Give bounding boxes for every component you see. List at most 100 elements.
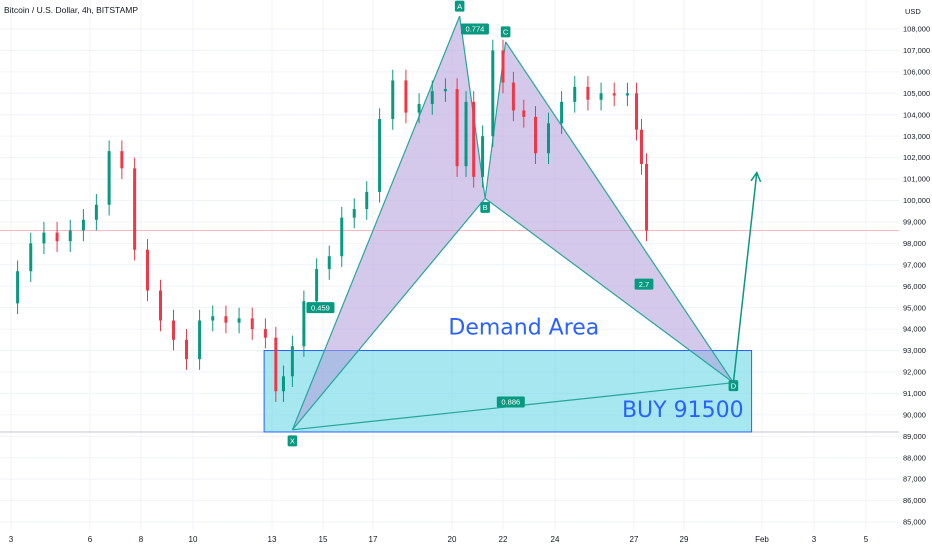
candle-body	[133, 168, 137, 250]
candle-body	[625, 93, 629, 96]
candle-body	[315, 269, 319, 302]
candle-body	[464, 101, 468, 167]
candle-body	[417, 104, 421, 113]
y-tick-label: 107,000	[903, 46, 930, 55]
ratio-label-bg	[460, 23, 489, 35]
candle-body	[599, 93, 603, 100]
candle-body	[327, 256, 331, 270]
candle-body	[16, 271, 20, 304]
candle-body	[501, 50, 505, 83]
x-tick-label: 29	[680, 535, 689, 544]
candle-body	[391, 80, 395, 120]
candle-body	[302, 301, 306, 347]
x-tick-label: 8	[139, 535, 144, 544]
x-tick-label: 6	[88, 535, 93, 544]
y-tick-label: 96,000	[903, 282, 926, 291]
candle-body	[404, 80, 408, 113]
candle-body	[547, 123, 550, 154]
candle-body	[481, 136, 485, 177]
x-tick-label: 3	[812, 535, 817, 544]
y-tick-label: 93,000	[903, 346, 926, 355]
candle-body	[455, 89, 459, 167]
ratio-label-bg	[634, 278, 654, 290]
candle-body	[263, 329, 267, 338]
point-label-b-bg	[480, 201, 490, 213]
x-tick-label: 10	[189, 535, 198, 544]
y-tick-label: 90,000	[903, 410, 926, 419]
x-tick-label: 3	[9, 535, 14, 544]
pattern-labels: X A B C D 0.459 0.774 2.7 0.886	[287, 0, 739, 447]
demand-area-label: Demand Area	[448, 316, 599, 341]
candle-body	[645, 164, 648, 231]
point-label-a: A	[457, 2, 462, 11]
candle-body	[211, 316, 215, 321]
projection-arrow-head	[750, 171, 762, 183]
point-label-d: D	[731, 381, 737, 390]
point-label-x: X	[290, 437, 295, 446]
candle-body	[340, 217, 344, 257]
buy-label: BUY 91500	[622, 398, 744, 423]
chart-title: Bitcoin / U.S. Dollar, 4h, BITSTAMP	[4, 5, 138, 15]
y-tick-label: 108,000	[903, 25, 930, 34]
candle-body	[274, 337, 278, 392]
x-tick-label: 27	[630, 535, 639, 544]
y-tick-label: 103,000	[903, 132, 930, 141]
candle-body	[146, 249, 149, 291]
candle-body	[198, 320, 202, 360]
y-tick-label: 100,000	[903, 196, 930, 205]
pattern-leg-bd	[484, 197, 734, 384]
point-label-c-bg	[500, 26, 511, 38]
pattern-leg-cd	[505, 41, 734, 384]
y-tick-label: 86,000	[903, 496, 926, 505]
y-axis-unit: USD	[905, 7, 921, 16]
candle-body	[107, 151, 111, 205]
y-axis: USD 108,000 107,000 106,000 105,000 104,000 10…	[903, 7, 930, 527]
candle-body	[290, 346, 294, 377]
candle-body	[250, 318, 254, 330]
candle-body	[491, 50, 495, 137]
point-label-c: C	[503, 28, 509, 37]
y-tick-label: 101,000	[903, 175, 930, 184]
candle-body	[586, 86, 590, 100]
ratio-label-bg	[306, 302, 335, 314]
candle-body	[237, 318, 241, 323]
candle-body	[511, 82, 515, 111]
candle-body	[640, 129, 643, 165]
candle-body	[443, 89, 447, 92]
x-axis: 3 6 8 10 13 15 17 20 22 24 27 29 Feb 3 5	[9, 535, 869, 544]
pattern-triangle-xab	[292, 16, 486, 430]
candle-body	[534, 116, 537, 154]
y-tick-label: 105,000	[903, 89, 930, 98]
candle-body	[94, 204, 98, 220]
candle-body	[185, 339, 188, 360]
candle-body	[612, 93, 616, 96]
candle-body	[472, 101, 476, 177]
point-label-x-bg	[287, 435, 298, 447]
y-tick-label: 99,000	[903, 218, 926, 227]
x-tick-label: 20	[448, 535, 457, 544]
y-tick-label: 85,000	[903, 518, 926, 527]
candle-body	[352, 209, 356, 218]
ratio-label: 0.774	[466, 25, 485, 34]
projection-arrow-line	[732, 172, 758, 383]
y-tick-label: 94,000	[903, 325, 926, 334]
y-tick-label: 92,000	[903, 368, 926, 377]
ratio-label: 2.7	[639, 280, 649, 289]
y-tick-label: 104,000	[903, 110, 930, 119]
x-tick-label: 15	[319, 535, 328, 544]
candle-body	[172, 320, 175, 340]
candle-body	[120, 151, 124, 169]
x-tick-label: 22	[499, 535, 508, 544]
candle-body	[281, 376, 285, 392]
candle-body	[81, 219, 85, 231]
ratio-label: 0.886	[501, 398, 520, 407]
x-tick-label: 17	[369, 535, 378, 544]
y-tick-label: 88,000	[903, 453, 926, 462]
candles	[16, 39, 648, 402]
point-label-d-bg	[728, 380, 739, 392]
candle-body	[224, 316, 228, 323]
candle-body	[159, 290, 162, 321]
x-tick-label: Feb	[755, 535, 769, 544]
point-label-a-bg	[454, 0, 465, 12]
